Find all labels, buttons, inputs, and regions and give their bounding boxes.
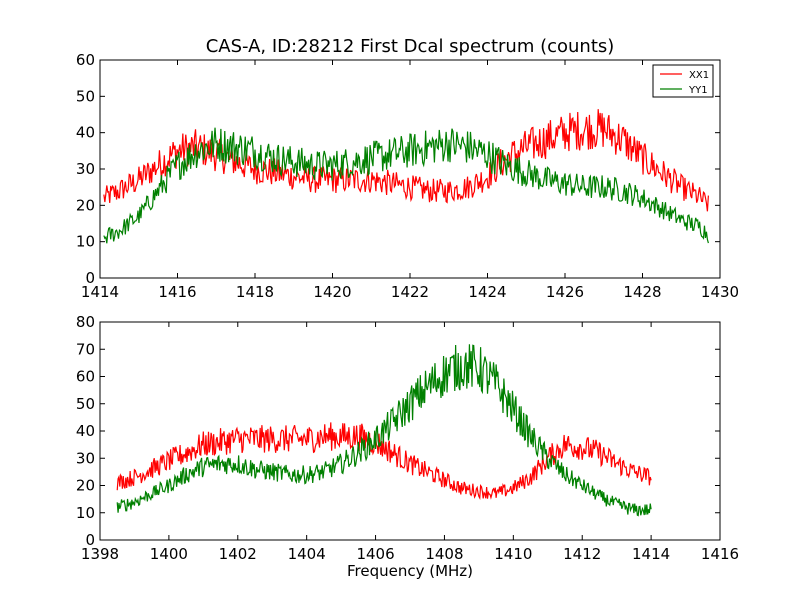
legend: XX1 YY1 [652, 64, 714, 98]
legend-box [652, 64, 714, 98]
series-line-yy1-panel-1 [103, 127, 709, 244]
y-tick-label: 70 [76, 340, 95, 358]
x-tick-label: 1426 [546, 283, 584, 301]
x-tick-label: 1420 [313, 283, 351, 301]
x-tick-label: 1414 [632, 545, 670, 563]
y-tick-label: 30 [76, 449, 95, 467]
y-tick-label: 60 [76, 368, 95, 386]
y-tick-label: 60 [76, 51, 95, 69]
y-tick-label: 30 [76, 160, 95, 178]
y-tick-label: 40 [76, 422, 95, 440]
x-axis-label: Frequency (MHz) [347, 562, 473, 580]
y-tick-label: 20 [76, 196, 95, 214]
x-tick-label: 1398 [81, 545, 119, 563]
series-line-xx1-panel-2 [116, 422, 652, 500]
x-tick-label: 1402 [219, 545, 257, 563]
x-tick-label: 1400 [150, 545, 188, 563]
x-tick-label: 1418 [236, 283, 274, 301]
y-tick-label: 50 [76, 87, 95, 105]
x-tick-label: 1410 [494, 545, 532, 563]
y-tick-label: 20 [76, 477, 95, 495]
bottom-panel-series [116, 344, 652, 517]
y-tick-label: 0 [85, 531, 95, 549]
x-tick-label: 1404 [288, 545, 326, 563]
x-tick-label: 1430 [701, 283, 739, 301]
y-tick-label: 40 [76, 124, 95, 142]
x-tick-label: 1428 [623, 283, 661, 301]
series-line-xx1-panel-1 [103, 109, 709, 212]
y-tick-label: 80 [76, 313, 95, 331]
x-tick-label: 1406 [356, 545, 394, 563]
top-panel: 1414 1416 1418 1420 1422 1424 1426 1428 1430 0 10 2… [76, 51, 739, 301]
top-panel-axes: 1414 1416 1418 1420 1422 1424 1426 1428 1430 0 10 2… [76, 51, 739, 301]
y-tick-label: 10 [76, 504, 95, 522]
legend-label-yy1: YY1 [688, 85, 708, 96]
legend-label-xx1: XX1 [689, 70, 709, 81]
bottom-panel: 1398 1400 1402 1404 1406 1408 1410 1412 1414 1416… [76, 313, 739, 563]
x-tick-label: 1424 [468, 283, 506, 301]
y-tick-label: 0 [85, 269, 95, 287]
x-tick-label: 1408 [425, 545, 463, 563]
x-tick-label: 1416 [701, 545, 739, 563]
chart-title: CAS-A, ID:28212 First Dcal spectrum (cou… [206, 36, 615, 57]
top-panel-series [103, 109, 709, 244]
x-tick-label: 1416 [158, 283, 196, 301]
x-tick-label: 1412 [563, 545, 601, 563]
y-tick-label: 10 [76, 233, 95, 251]
x-tick-label: 1422 [391, 283, 429, 301]
y-tick-label: 50 [76, 395, 95, 413]
series-line-yy1-panel-2 [116, 344, 652, 517]
x-tick-label: 1414 [81, 283, 119, 301]
bottom-panel-axes: 1398 1400 1402 1404 1406 1408 1410 1412 1414 1416… [76, 313, 739, 563]
